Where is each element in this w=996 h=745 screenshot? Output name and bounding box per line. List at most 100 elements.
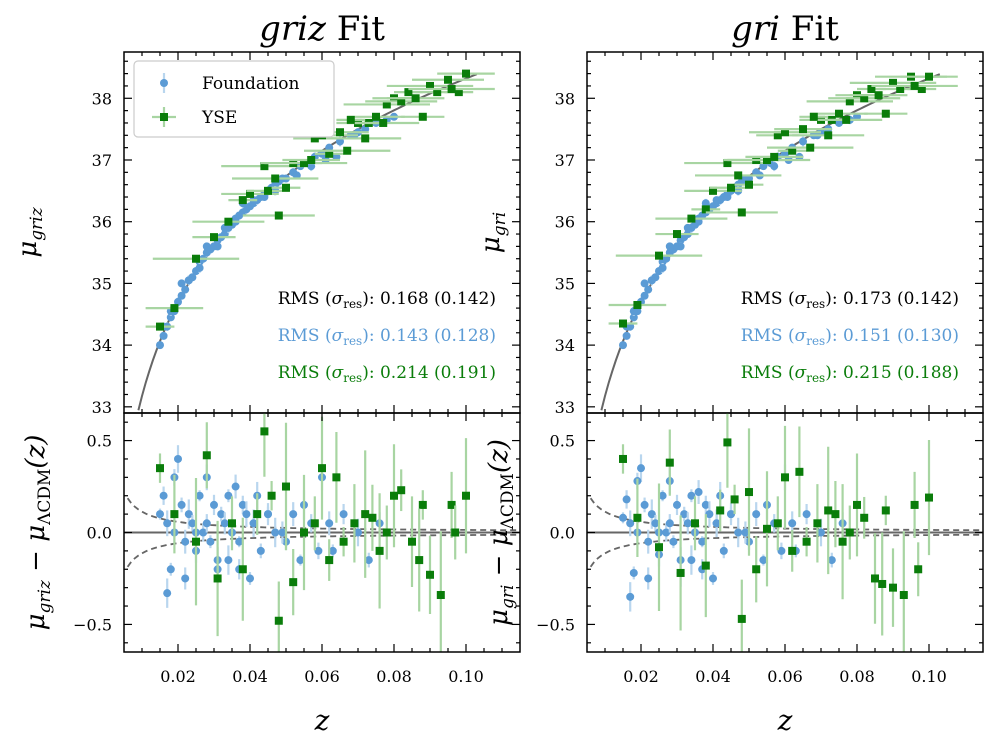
axes-frame (586, 51, 984, 414)
yse-point (806, 143, 815, 152)
yse-point (170, 510, 179, 519)
ylabel-sub: gri (490, 212, 510, 236)
y-tick-label: 38 (555, 89, 575, 108)
yse-point (838, 537, 847, 546)
y-tick-label: 37 (92, 151, 112, 170)
y-axis-label: μgri (476, 212, 510, 253)
rms-prefix: RMS ( (278, 326, 332, 346)
y-tick-label: 34 (92, 336, 112, 355)
foundation-point (694, 488, 703, 497)
yse-point (842, 115, 851, 124)
foundation-point (238, 500, 247, 509)
foundation-point (709, 574, 717, 583)
foundation-point (658, 491, 667, 500)
foundation-point (184, 276, 193, 285)
rms-sigma: σ (332, 289, 344, 309)
foundation-point (683, 519, 692, 528)
yse-point (773, 519, 782, 528)
foundation-point (271, 528, 280, 537)
yse-point (781, 473, 789, 482)
rms-prefix: RMS ( (278, 289, 332, 309)
plot-area (600, 72, 958, 411)
foundation-point (788, 519, 797, 528)
foundation-point (629, 568, 638, 577)
foundation-point (665, 519, 674, 528)
y-tick-label: 37 (555, 151, 575, 170)
foundation-point (701, 199, 710, 208)
yse-point (676, 568, 685, 577)
yse-point (310, 519, 319, 528)
x-tick-label: 0.04 (232, 667, 268, 686)
foundation-point (676, 242, 685, 251)
yse-point (723, 438, 732, 447)
rms-prefix: RMS ( (741, 326, 795, 346)
foundation-point (159, 331, 168, 340)
yse-point (346, 115, 355, 124)
foundation-point (181, 285, 190, 294)
y-axis-label: μgriz − μΛCDM(z) (21, 435, 55, 631)
rms-sigma: σ (332, 363, 344, 383)
foundation-point (647, 510, 656, 519)
yse-point (878, 579, 887, 588)
foundation-point (163, 589, 172, 598)
rms-text: RMS (σres): 0.173 (0.142) (741, 289, 959, 311)
yse-point (426, 570, 434, 579)
yse-point (415, 556, 424, 565)
foundation-point (752, 510, 761, 519)
yse-point (773, 131, 782, 140)
yse-point (853, 500, 861, 509)
ylabel-tail: (z) (21, 435, 51, 469)
y-tick-label: 35 (92, 274, 112, 293)
yse-point (727, 183, 735, 192)
yse-point (318, 464, 326, 473)
foundation-point (220, 519, 229, 528)
foundation-point (289, 510, 298, 519)
y-tick-label: 33 (92, 398, 112, 417)
yse-point (799, 125, 807, 134)
yse-point (910, 81, 919, 90)
yse-point (332, 473, 341, 482)
y-tick-label: 36 (555, 213, 575, 232)
yse-point (447, 85, 456, 94)
yse-point (925, 493, 933, 502)
foundation-point (640, 500, 649, 509)
yse-point (382, 100, 391, 109)
yse-point (655, 251, 663, 260)
foundation-point (687, 491, 696, 500)
ylabel-sub-lcdm: ΛCDM (35, 469, 55, 526)
foundation-point (622, 331, 631, 340)
yse-point (896, 85, 905, 94)
legend-yse-label: YSE (201, 108, 237, 128)
foundation-point (629, 307, 638, 316)
yse-point (734, 171, 743, 180)
yse-point (397, 486, 406, 495)
yse-point (210, 233, 218, 242)
rms-suffix: ): 0.143 (0.128) (362, 326, 496, 346)
yse-point (871, 574, 879, 583)
foundation-point (669, 537, 678, 546)
foundation-point (665, 242, 674, 251)
yse-point (881, 109, 890, 118)
yse-point (781, 128, 789, 137)
foundation-point (687, 556, 696, 565)
yse-point (404, 88, 413, 97)
foundation-point (328, 546, 337, 555)
legend-foundation-marker (160, 79, 168, 87)
yse-point (339, 537, 348, 546)
yse-point (802, 537, 811, 546)
x-tick-label: 0.10 (448, 667, 484, 686)
yse-point (361, 510, 370, 519)
foundation-point (644, 574, 653, 583)
yse-point (752, 565, 761, 574)
foundation-point (680, 510, 689, 519)
yse-point (260, 427, 269, 436)
yse-point (788, 546, 797, 555)
yse-point (300, 159, 308, 168)
yse-point (899, 591, 908, 600)
yse-point (881, 506, 890, 515)
foundation-point (647, 276, 656, 285)
yse-point (619, 319, 627, 328)
yse-point (238, 196, 247, 205)
yse-point (350, 519, 359, 528)
foundation-point (195, 491, 204, 500)
